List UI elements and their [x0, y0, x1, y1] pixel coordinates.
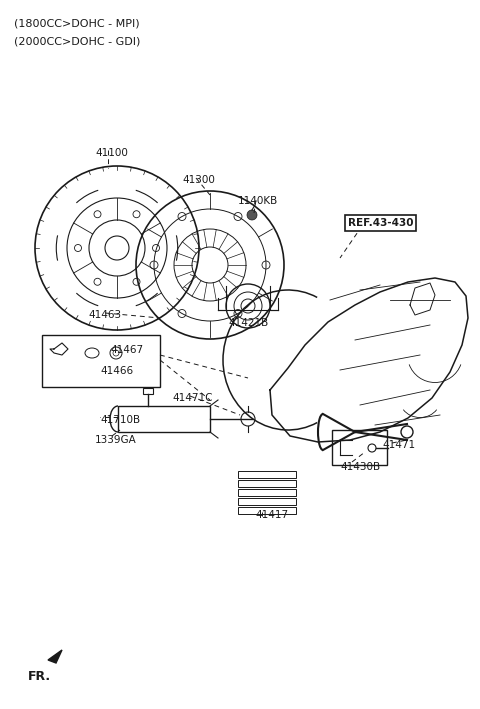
- Text: REF.43-430: REF.43-430: [348, 218, 413, 228]
- Text: 1339GA: 1339GA: [95, 435, 137, 445]
- Bar: [238, 471, 296, 478]
- Bar: [238, 498, 296, 505]
- Text: 1140KB: 1140KB: [238, 196, 278, 206]
- Text: (1800CC>DOHC - MPI): (1800CC>DOHC - MPI): [14, 18, 140, 28]
- Text: 41100: 41100: [95, 148, 128, 158]
- Text: 41467: 41467: [110, 345, 143, 355]
- Text: (2000CC>DOHC - GDI): (2000CC>DOHC - GDI): [14, 36, 140, 46]
- Bar: [238, 489, 296, 496]
- Text: 41710B: 41710B: [100, 415, 140, 425]
- Text: 41471: 41471: [382, 440, 415, 450]
- Polygon shape: [48, 650, 62, 663]
- Bar: [118, 406, 210, 432]
- Circle shape: [247, 210, 257, 220]
- Bar: [238, 507, 296, 514]
- Text: 41430B: 41430B: [340, 462, 380, 472]
- Text: FR.: FR.: [28, 670, 51, 683]
- Bar: [143, 388, 153, 394]
- Text: 41421B: 41421B: [228, 318, 268, 328]
- Text: 41463: 41463: [88, 310, 121, 320]
- Bar: [238, 480, 296, 487]
- Text: 41417: 41417: [255, 510, 288, 520]
- Text: 41300: 41300: [182, 175, 215, 185]
- Text: 41466: 41466: [100, 366, 133, 376]
- Bar: [42, 335, 160, 387]
- Text: 41471C: 41471C: [172, 393, 213, 403]
- Bar: [332, 430, 387, 465]
